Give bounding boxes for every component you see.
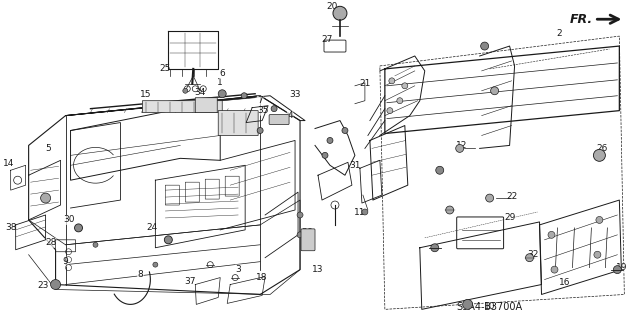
Circle shape: [613, 266, 621, 274]
Text: 5: 5: [45, 144, 51, 153]
Circle shape: [51, 279, 61, 289]
Text: 15: 15: [140, 90, 151, 99]
Text: 2: 2: [557, 29, 563, 38]
Text: 21: 21: [359, 79, 371, 88]
Text: 12: 12: [456, 141, 467, 150]
Circle shape: [257, 128, 263, 133]
FancyBboxPatch shape: [301, 229, 315, 251]
FancyBboxPatch shape: [218, 111, 258, 136]
Text: 36: 36: [301, 228, 313, 237]
Text: 13: 13: [312, 265, 324, 274]
Circle shape: [362, 209, 368, 215]
Circle shape: [297, 212, 303, 218]
Text: 25: 25: [159, 64, 171, 73]
Text: 4: 4: [287, 111, 293, 120]
FancyBboxPatch shape: [195, 98, 217, 113]
Circle shape: [481, 42, 488, 50]
Circle shape: [548, 231, 555, 238]
Circle shape: [402, 83, 408, 89]
Text: 35: 35: [257, 106, 269, 115]
Circle shape: [333, 6, 347, 20]
Circle shape: [551, 266, 558, 273]
Circle shape: [271, 106, 277, 112]
Text: 32: 32: [527, 250, 538, 259]
Circle shape: [164, 236, 172, 244]
Text: 24: 24: [147, 223, 158, 232]
Text: 9: 9: [63, 257, 68, 266]
Circle shape: [445, 206, 454, 214]
Text: 34: 34: [195, 88, 206, 97]
Circle shape: [153, 262, 158, 267]
Text: 3: 3: [236, 265, 241, 274]
Circle shape: [40, 193, 51, 203]
Text: 7: 7: [257, 96, 263, 105]
Circle shape: [525, 254, 534, 262]
Circle shape: [596, 217, 603, 223]
Text: 26: 26: [596, 144, 608, 153]
Text: 27: 27: [321, 34, 333, 44]
Circle shape: [389, 78, 395, 84]
FancyBboxPatch shape: [142, 101, 222, 113]
Circle shape: [74, 224, 83, 232]
Text: 14: 14: [3, 159, 14, 168]
Circle shape: [463, 300, 473, 309]
Text: 31: 31: [349, 161, 361, 170]
Text: 20: 20: [326, 2, 338, 11]
Circle shape: [93, 242, 98, 247]
Text: 1: 1: [218, 78, 223, 87]
Text: 33: 33: [289, 90, 301, 99]
Circle shape: [486, 194, 493, 202]
Text: 8: 8: [138, 270, 143, 279]
Circle shape: [431, 244, 439, 252]
Circle shape: [491, 87, 499, 95]
Text: 19: 19: [616, 263, 627, 272]
Circle shape: [594, 251, 601, 258]
Text: 23: 23: [37, 281, 48, 290]
Circle shape: [593, 149, 605, 161]
Circle shape: [387, 108, 393, 114]
Circle shape: [218, 90, 226, 98]
Circle shape: [436, 166, 444, 174]
Text: 37: 37: [184, 277, 196, 286]
Text: 22: 22: [506, 192, 517, 201]
Text: S9A4-B3700A: S9A4-B3700A: [456, 302, 523, 312]
Text: 6: 6: [220, 69, 225, 78]
Circle shape: [397, 98, 403, 104]
Circle shape: [297, 232, 303, 238]
Text: 30: 30: [63, 215, 74, 225]
Circle shape: [342, 128, 348, 133]
Text: 38: 38: [5, 223, 17, 232]
Text: FR.: FR.: [570, 13, 593, 26]
Circle shape: [322, 152, 328, 158]
Text: 28: 28: [45, 238, 56, 247]
Text: 16: 16: [559, 278, 570, 287]
Circle shape: [456, 145, 464, 152]
Text: 18: 18: [257, 273, 268, 282]
Circle shape: [327, 137, 333, 144]
Text: 29: 29: [504, 213, 515, 222]
Text: 10: 10: [484, 302, 495, 311]
Circle shape: [241, 93, 247, 99]
Text: 11: 11: [354, 209, 365, 218]
FancyBboxPatch shape: [269, 115, 289, 124]
Circle shape: [183, 88, 188, 93]
